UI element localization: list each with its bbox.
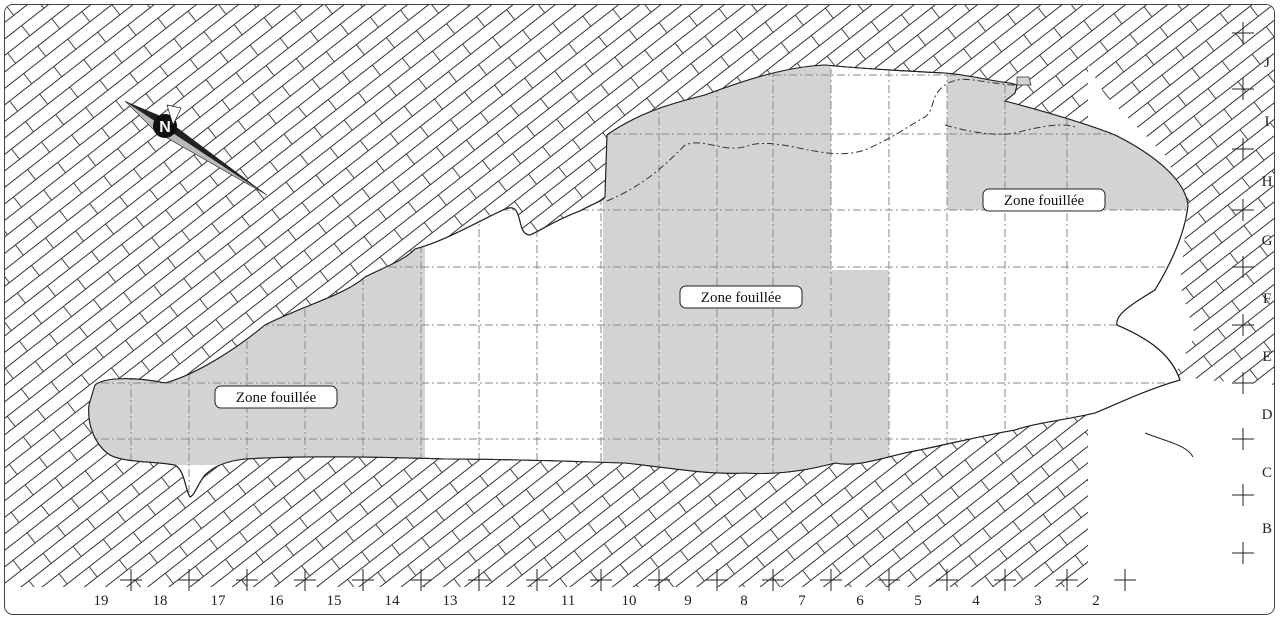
column-label: 14 (385, 593, 401, 609)
row-labels: J I H G F E D C B (1262, 55, 1273, 537)
column-label: 3 (1034, 593, 1042, 609)
column-label: 13 (443, 593, 458, 609)
zone-label-center: Zone fouillée (679, 285, 803, 309)
row-label: D (1262, 407, 1273, 423)
svg-text:Zone fouillée: Zone fouillée (701, 290, 782, 306)
rock-hatching-right-blank (1088, 385, 1274, 614)
row-label: H (1262, 174, 1273, 190)
svg-text:Zone fouillée: Zone fouillée (1004, 193, 1085, 209)
svg-text:Zone fouillée: Zone fouillée (236, 390, 317, 406)
row-label: G (1262, 233, 1273, 249)
gallery-line-path (606, 78, 1076, 202)
cave-outline (88, 64, 1189, 498)
column-label: 7 (798, 593, 806, 609)
row-label: I (1265, 114, 1270, 130)
gallery-line (606, 78, 1076, 202)
row-label: E (1262, 349, 1271, 365)
column-label: 17 (211, 593, 227, 609)
zone-label-east: Zone fouillée (982, 188, 1106, 212)
north-arrow: N (124, 100, 268, 196)
column-label: 16 (269, 593, 285, 609)
grid-crosses (120, 22, 1254, 591)
column-label: 19 (94, 593, 109, 609)
column-label: 11 (561, 593, 575, 609)
row-label: C (1262, 465, 1272, 481)
row-label: F (1263, 291, 1271, 307)
north-letter: N (159, 119, 171, 136)
column-label: 2 (1092, 593, 1100, 609)
row-label: J (1264, 55, 1270, 71)
column-label: 8 (740, 593, 748, 609)
excavated-zone (603, 65, 889, 475)
cave-plan: J I H G F E D C B 19 18 17 16 15 14 13 12 11 10 9 8 7 6 5 4 3 2 Z… (5, 5, 1274, 614)
rock-outline-spur (1016, 76, 1032, 86)
column-label: 18 (153, 593, 168, 609)
zone-label-west: Zone fouillée (214, 385, 338, 409)
rock-hatching-right (1088, 5, 1274, 385)
column-label: 12 (501, 593, 516, 609)
column-label: 6 (856, 593, 864, 609)
column-label: 4 (972, 593, 980, 609)
column-label: 5 (914, 593, 922, 609)
row-label: B (1262, 521, 1272, 537)
column-label: 15 (327, 593, 342, 609)
column-label: 9 (684, 593, 692, 609)
map-frame: J I H G F E D C B 19 18 17 16 15 14 13 12 11 10 9 8 7 6 5 4 3 2 Z… (4, 4, 1275, 615)
column-labels: 19 18 17 16 15 14 13 12 11 10 9 8 7 6 5 4 3 2 (94, 593, 1100, 609)
rock-outline-east (1144, 432, 1194, 458)
column-label: 10 (622, 593, 637, 609)
